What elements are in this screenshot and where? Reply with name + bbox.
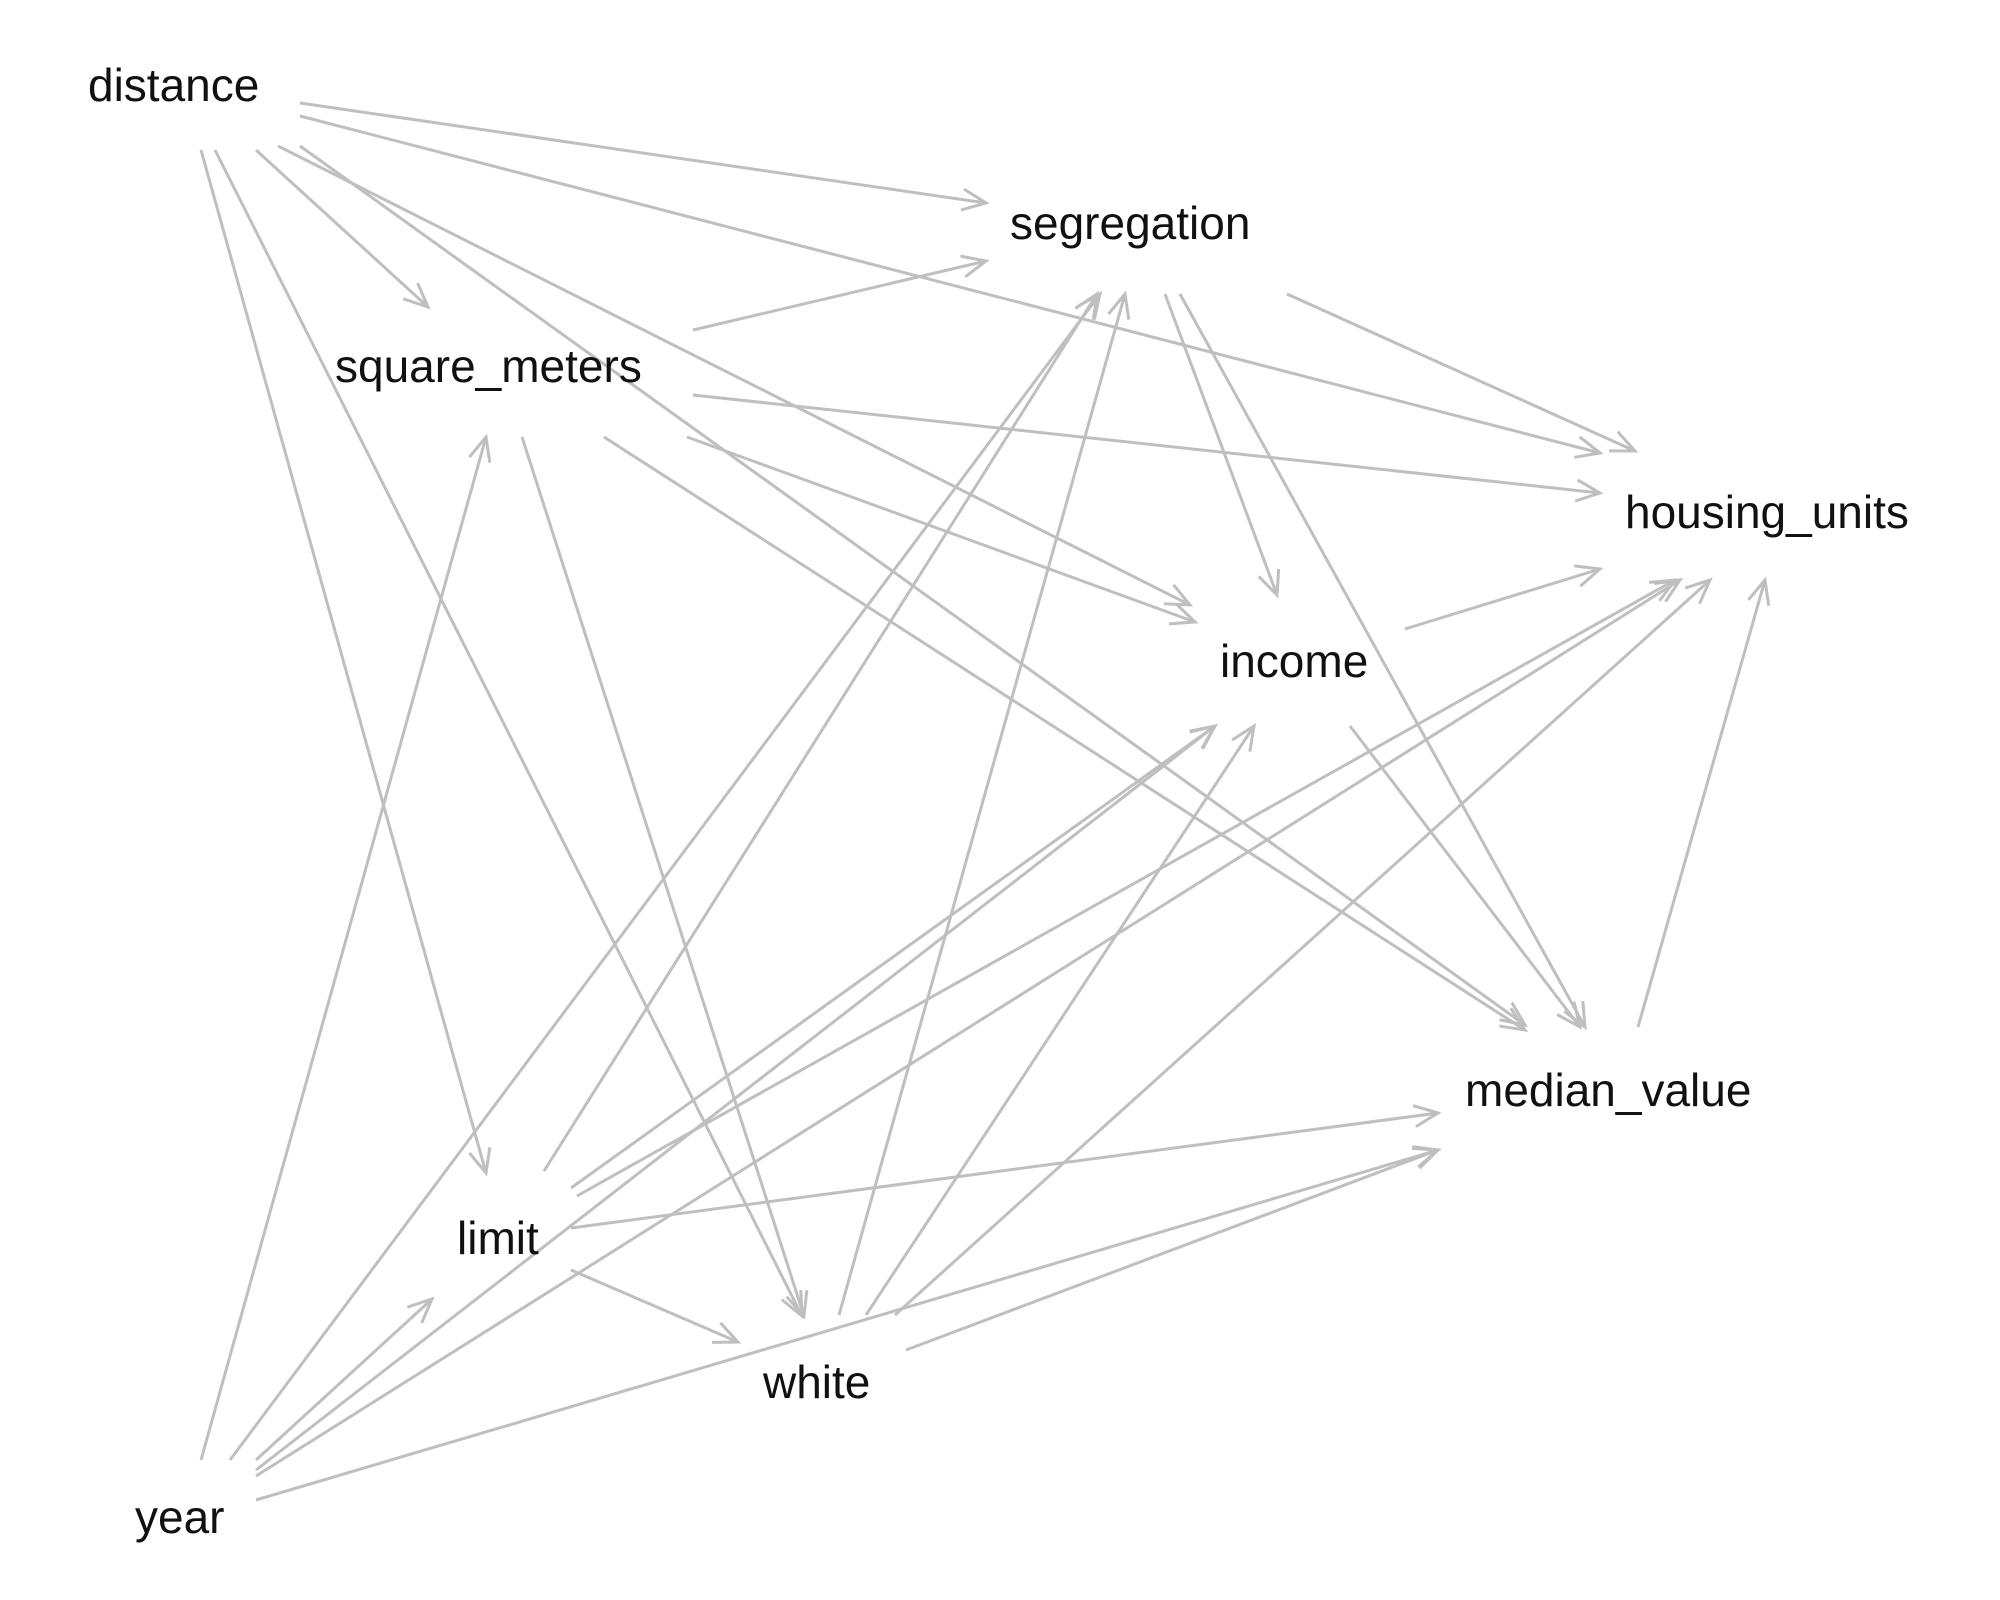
- arrowhead: [785, 1289, 809, 1320]
- node-distance: distance: [88, 59, 259, 111]
- arrowhead: [1556, 1001, 1583, 1030]
- edge-distance-to-segregation: [299, 101, 990, 212]
- edge-year-to-square-meters: [199, 433, 492, 1461]
- edge-limit-to-white: [570, 1268, 742, 1344]
- arrowhead: [1189, 723, 1218, 750]
- arrowhead: [1747, 576, 1771, 606]
- edge-year-to-segregation: [228, 291, 1103, 1461]
- edge-year-to-housing-units: [255, 578, 1684, 1478]
- arrowhead: [960, 254, 990, 278]
- edge-square-meters-to-segregation: [692, 254, 990, 332]
- edge-square-meters-to-income: [686, 435, 1199, 626]
- arrowhead: [1654, 578, 1684, 603]
- arrowhead: [1257, 568, 1281, 599]
- arrowhead: [1574, 478, 1604, 503]
- node-income: income: [1220, 635, 1368, 687]
- node-white: white: [762, 1356, 870, 1408]
- arrowhead: [1231, 722, 1257, 752]
- arrowhead: [711, 1321, 742, 1344]
- edge-distance-to-limit: [199, 149, 492, 1177]
- node-segregation: segregation: [1010, 197, 1250, 249]
- edge-white-to-housing-units: [893, 577, 1713, 1317]
- arrowhead: [1412, 1104, 1442, 1128]
- arrowhead: [1608, 430, 1639, 453]
- arrowhead: [402, 282, 431, 310]
- edge-white-to-median-value: [905, 1146, 1442, 1352]
- arrowhead: [1499, 1001, 1528, 1028]
- edge-white-to-segregation: [837, 290, 1131, 1316]
- edge-distance-to-square-meters: [254, 148, 431, 310]
- edge-year-to-limit: [254, 1296, 435, 1462]
- edge-square-meters-to-white: [520, 436, 809, 1320]
- arrowhead: [1168, 602, 1199, 626]
- edge-square-meters-to-median-value: [603, 435, 1529, 1032]
- arrowhead: [1076, 291, 1103, 320]
- edge-limit-to-median-value: [570, 1104, 1442, 1230]
- node-limit: limit: [457, 1212, 539, 1264]
- edge-year-to-median-value: [255, 1145, 1442, 1502]
- edge-layer: [199, 101, 1771, 1502]
- edge-distance-to-housing-units: [299, 114, 1604, 459]
- node-housing-units: housing_units: [1625, 486, 1909, 538]
- arrowhead: [1499, 1007, 1529, 1032]
- arrowhead: [1684, 577, 1713, 605]
- edge-distance-to-income: [277, 144, 1194, 607]
- edge-median-value-to-housing-units: [1636, 576, 1771, 1028]
- arrowhead: [1574, 435, 1604, 459]
- arrowhead: [468, 433, 492, 463]
- edge-income-to-housing-units: [1404, 564, 1604, 631]
- arrowhead: [1163, 583, 1194, 607]
- arrowhead: [1107, 290, 1131, 320]
- node-median-value: median_value: [1465, 1064, 1751, 1116]
- edge-income-to-median-value: [1348, 725, 1583, 1030]
- node-year: year: [135, 1491, 224, 1543]
- edge-limit-to-segregation: [542, 290, 1099, 1172]
- arrowhead: [468, 1147, 492, 1177]
- edge-square-meters-to-housing-units: [692, 393, 1604, 503]
- node-square-meters: square_meters: [335, 340, 642, 392]
- label-layer: distance segregation square_meters housi…: [88, 59, 1909, 1543]
- edge-year-to-income: [255, 723, 1218, 1472]
- arrowhead: [1412, 1145, 1442, 1169]
- edge-segregation-to-housing-units: [1286, 292, 1639, 453]
- edge-segregation-to-income: [1163, 293, 1281, 599]
- arrowhead: [406, 1296, 435, 1324]
- edge-white-to-income: [864, 722, 1257, 1316]
- arrowhead: [960, 187, 990, 212]
- arrowhead: [1574, 564, 1604, 588]
